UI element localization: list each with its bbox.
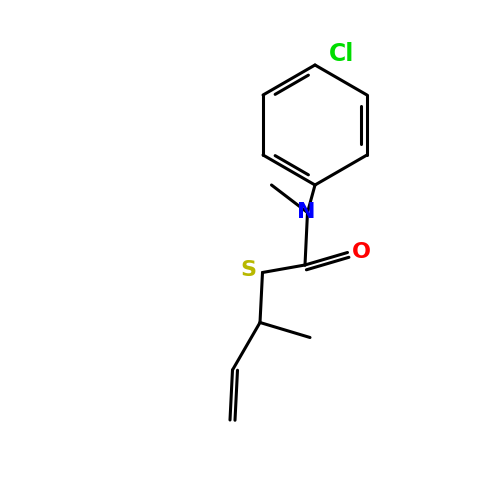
Text: O: O [352,242,371,262]
Text: N: N [297,202,316,222]
Text: Cl: Cl [329,42,354,66]
Text: S: S [240,260,256,280]
